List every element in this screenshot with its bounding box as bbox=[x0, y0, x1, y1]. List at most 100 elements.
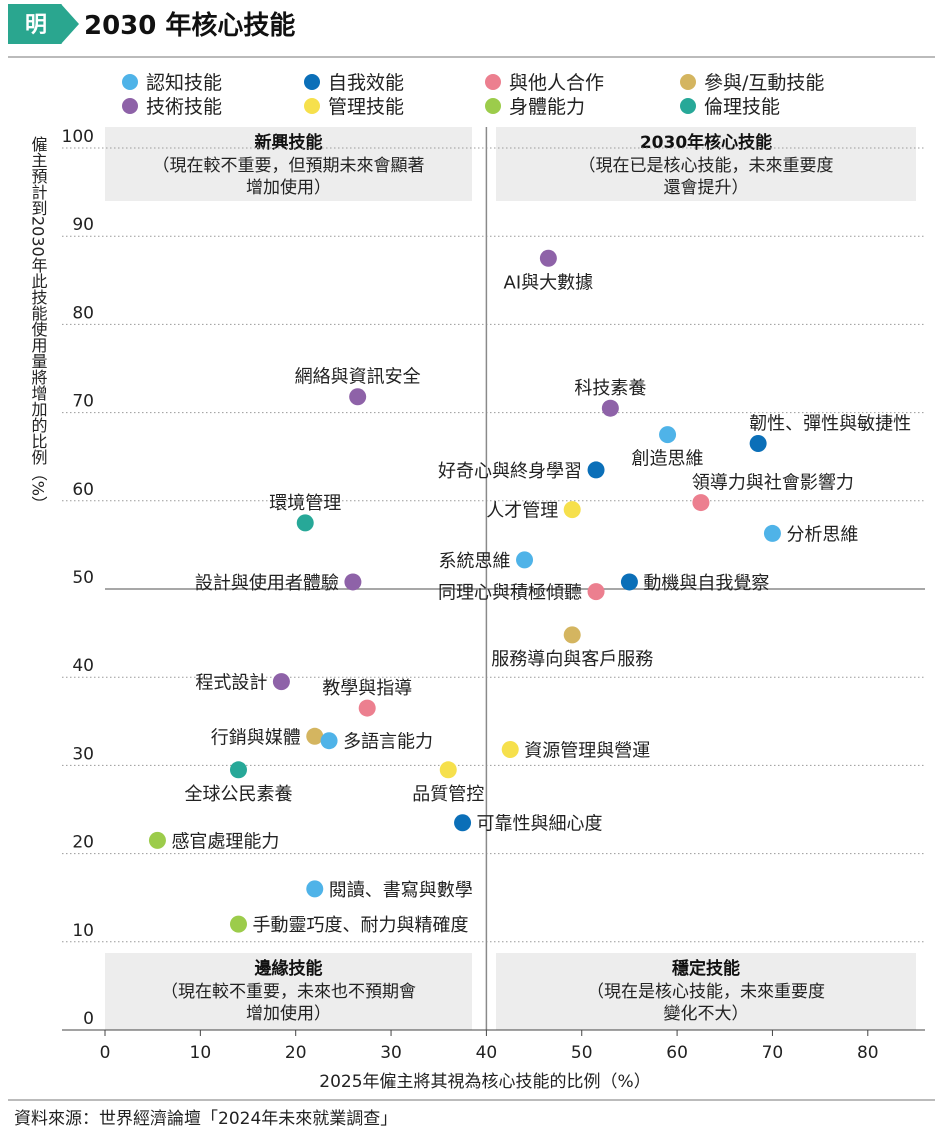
quadrant-title-emerging: 新興技能 bbox=[255, 132, 323, 153]
quadrant-box-marginal bbox=[105, 953, 472, 1030]
legend-swatch bbox=[304, 98, 320, 114]
y-tick-label: 100 bbox=[62, 127, 94, 147]
header: 明 2030 年核心技能 bbox=[8, 3, 935, 58]
legend-label: 技術技能 bbox=[146, 96, 222, 118]
y-tick-label: 70 bbox=[72, 392, 94, 412]
data-label: 感官處理能力 bbox=[171, 831, 279, 852]
x-axis-label: 2025年僱主將其視為核心技能的比例（%） bbox=[319, 1072, 650, 1092]
x-tick-label: 40 bbox=[476, 1043, 498, 1063]
legend-label: 參與/互動技能 bbox=[704, 72, 824, 94]
legend-label: 身體能力 bbox=[509, 96, 585, 118]
y-axis-label: 僱主預計到2030年此技能使用量將增加的比例（%） bbox=[29, 136, 48, 512]
logo-badge bbox=[8, 4, 80, 44]
data-point bbox=[229, 761, 247, 779]
data-label: 行銷與媒體 bbox=[211, 727, 301, 748]
legend-label: 管理技能 bbox=[328, 96, 404, 118]
quadrant-desc-core: （現在已是核心技能，未來重要度 bbox=[579, 156, 834, 176]
data-label: 分析思維 bbox=[786, 524, 858, 545]
data-point bbox=[601, 399, 619, 417]
data-point bbox=[539, 249, 557, 267]
y-tick-label: 50 bbox=[72, 568, 94, 588]
y-tick-label: 60 bbox=[72, 480, 94, 500]
x-tick-label: 0 bbox=[100, 1043, 111, 1063]
quadrant-desc-stable: 變化不大） bbox=[664, 1004, 749, 1024]
data-label: 可靠性與細心度 bbox=[477, 814, 603, 835]
data-label: 系統思維 bbox=[439, 551, 511, 572]
data-point bbox=[763, 524, 781, 542]
data-point bbox=[501, 741, 519, 759]
quadrant-box-core bbox=[496, 127, 916, 201]
data-label: 多語言能力 bbox=[343, 732, 433, 753]
x-tick-label: 50 bbox=[571, 1043, 593, 1063]
data-point bbox=[692, 494, 710, 512]
data-label: 教學與指導 bbox=[322, 678, 412, 699]
logo-text: 明 bbox=[25, 13, 47, 38]
data-point bbox=[659, 426, 677, 444]
legend-label: 與他人合作 bbox=[509, 72, 604, 94]
x-tick-label: 80 bbox=[857, 1043, 879, 1063]
data-point bbox=[439, 761, 457, 779]
data-label: 人才管理 bbox=[486, 501, 558, 522]
quadrant-desc-core: 還會提升） bbox=[664, 178, 749, 198]
quadrant-title-core: 2030年核心技能 bbox=[640, 132, 772, 153]
data-point bbox=[587, 461, 605, 479]
x-tick-label: 20 bbox=[285, 1043, 307, 1063]
legend-swatch bbox=[304, 74, 320, 90]
data-point bbox=[306, 727, 324, 745]
quadrant-box-stable bbox=[496, 953, 916, 1030]
x-tick-label: 10 bbox=[190, 1043, 212, 1063]
data-point bbox=[296, 514, 314, 532]
data-label: 閱讀、書寫與數學 bbox=[329, 880, 473, 901]
y-tick-label: 30 bbox=[72, 744, 94, 764]
data-label: 手動靈巧度、耐力與精確度 bbox=[252, 915, 468, 936]
quadrant-desc-marginal: （現在較不重要，未來也不預期會 bbox=[161, 982, 416, 1002]
data-label: 設計與使用者體驗 bbox=[195, 573, 339, 594]
legend-swatch bbox=[680, 74, 696, 90]
data-point bbox=[148, 831, 166, 849]
x-tick-label: 70 bbox=[762, 1043, 784, 1063]
data-label: 動機與自我覺察 bbox=[643, 573, 769, 594]
data-point bbox=[229, 915, 247, 933]
y-tick-label: 0 bbox=[83, 1009, 94, 1029]
data-label: 程式設計 bbox=[195, 673, 267, 694]
quadrant-desc-stable: （現在是核心技能，未來重要度 bbox=[587, 982, 825, 1002]
quadrant-title-stable: 穩定技能 bbox=[672, 958, 740, 979]
data-point bbox=[749, 434, 767, 452]
y-tick-label: 20 bbox=[72, 833, 94, 853]
x-tick-label: 60 bbox=[666, 1043, 688, 1063]
y-tick-label: 90 bbox=[72, 215, 94, 235]
quadrant-desc-emerging: 增加使用） bbox=[246, 177, 331, 198]
data-label: 好奇心與終身學習 bbox=[438, 461, 582, 482]
data-label: 資源管理與營運 bbox=[524, 741, 650, 762]
data-point bbox=[454, 814, 472, 832]
data-point bbox=[358, 699, 376, 717]
data-point bbox=[516, 551, 534, 569]
x-tick-label: 30 bbox=[380, 1043, 402, 1063]
legend-label: 自我效能 bbox=[328, 72, 404, 94]
logo-notch bbox=[61, 3, 82, 45]
data-points: AI與大數據網絡與資訊安全科技素養韌性、彈性與敏捷性創造思維好奇心與終身學習領導… bbox=[148, 249, 911, 936]
data-label: 韌性、彈性與敏捷性 bbox=[749, 413, 911, 434]
data-point bbox=[306, 880, 324, 898]
legend-swatch bbox=[485, 74, 501, 90]
data-label: 創造思維 bbox=[632, 449, 704, 470]
page-title: 2030 年核心技能 bbox=[84, 10, 295, 41]
legend-swatch bbox=[122, 74, 138, 90]
quadrant-title-marginal: 邊緣技能 bbox=[255, 958, 323, 979]
data-point bbox=[320, 732, 338, 750]
data-label: 網絡與資訊安全 bbox=[295, 367, 421, 388]
data-point bbox=[272, 673, 290, 691]
data-label: 領導力與社會影響力 bbox=[692, 473, 854, 494]
legend-label: 認知技能 bbox=[146, 72, 222, 94]
data-point bbox=[344, 573, 362, 591]
legend-swatch bbox=[122, 98, 138, 114]
legend-swatch bbox=[680, 98, 696, 114]
data-label: 科技素養 bbox=[574, 378, 646, 399]
quadrant-desc-emerging: （現在較不重要，但預期未來會顯著 bbox=[153, 156, 425, 176]
legend-label: 倫理技能 bbox=[704, 96, 780, 118]
y-tick-label: 80 bbox=[72, 303, 94, 323]
data-label: 同理心與積極傾聽 bbox=[438, 583, 582, 604]
